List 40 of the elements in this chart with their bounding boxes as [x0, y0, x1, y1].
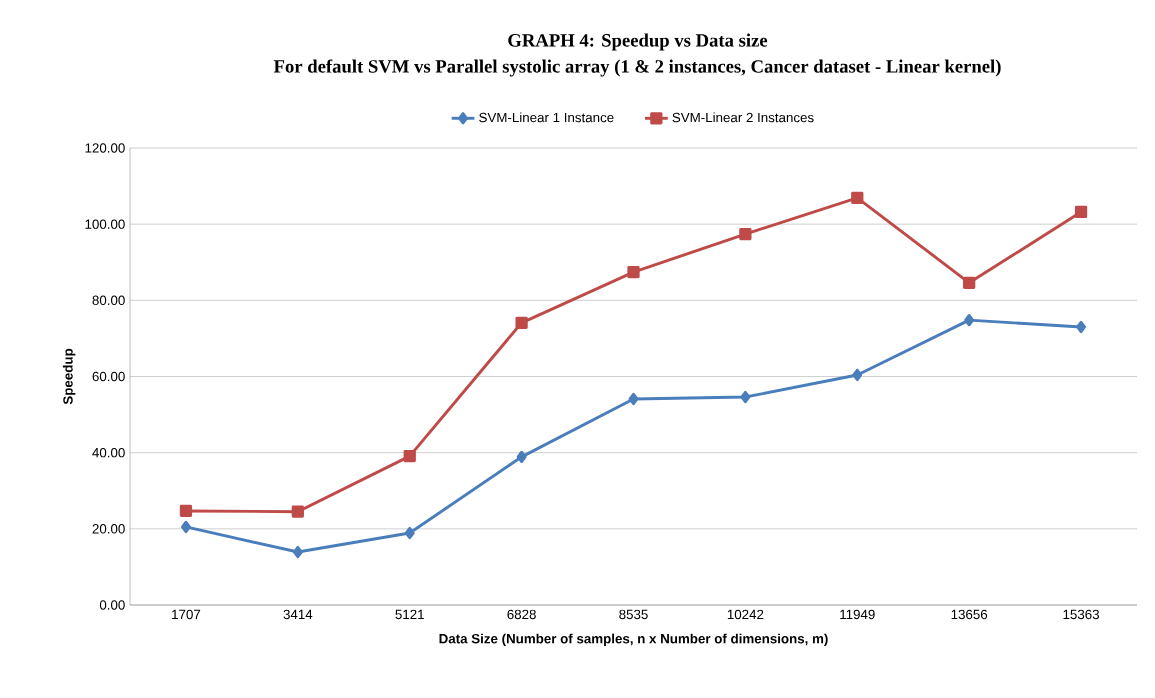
point	[515, 316, 528, 329]
x-axis-title: Data Size (Number of samples, n x Number of dimensions, m)	[439, 633, 828, 647]
point	[852, 368, 863, 382]
point	[851, 191, 864, 205]
y-tick-label: 80.00	[92, 295, 125, 306]
x-tick-label: 3414	[283, 609, 313, 620]
point	[627, 266, 640, 279]
chart-subtitle: For default SVM vs Parallel systolic array (1 & 2 instances, Cancer dataset - Linear kernel)	[273, 59, 1001, 77]
chart-title: GRAPH 4: Speedup vs Data size	[508, 33, 768, 51]
point	[403, 449, 416, 463]
point	[740, 390, 751, 404]
y-tick-label: 0.00	[99, 600, 125, 610]
y-tick-label: 60.00	[92, 371, 125, 382]
point	[1074, 205, 1088, 219]
point	[292, 545, 303, 559]
x-tick-label: 10242	[727, 609, 764, 620]
legend-label: SVM-Linear 1 Instance	[479, 112, 614, 123]
point	[1076, 320, 1087, 334]
y-tick-label: 120.00	[85, 143, 125, 153]
x-tick-label: 8535	[619, 609, 648, 620]
point	[180, 520, 191, 534]
x-tick-label: 13656	[951, 609, 988, 620]
point	[628, 392, 639, 406]
x-tick-label: 15363	[1063, 609, 1100, 620]
y-axis-title: Speedup	[62, 348, 76, 405]
y-tick-label: 20.00	[92, 524, 125, 534]
legend-label: SVM-Linear 2 Instances	[672, 112, 814, 123]
point	[963, 276, 976, 289]
x-tick-label: 1707	[172, 609, 201, 620]
x-tick-label: 5121	[395, 609, 424, 620]
point	[516, 450, 527, 463]
y-tick-label: 100.00	[85, 219, 125, 229]
point	[739, 227, 752, 241]
point	[291, 505, 304, 518]
point	[404, 526, 415, 540]
x-tick-label: 6828	[507, 609, 536, 620]
x-tick-label: 11949	[840, 609, 875, 620]
y-tick-label: 40.00	[92, 447, 125, 458]
point	[179, 504, 193, 518]
point	[964, 313, 975, 327]
